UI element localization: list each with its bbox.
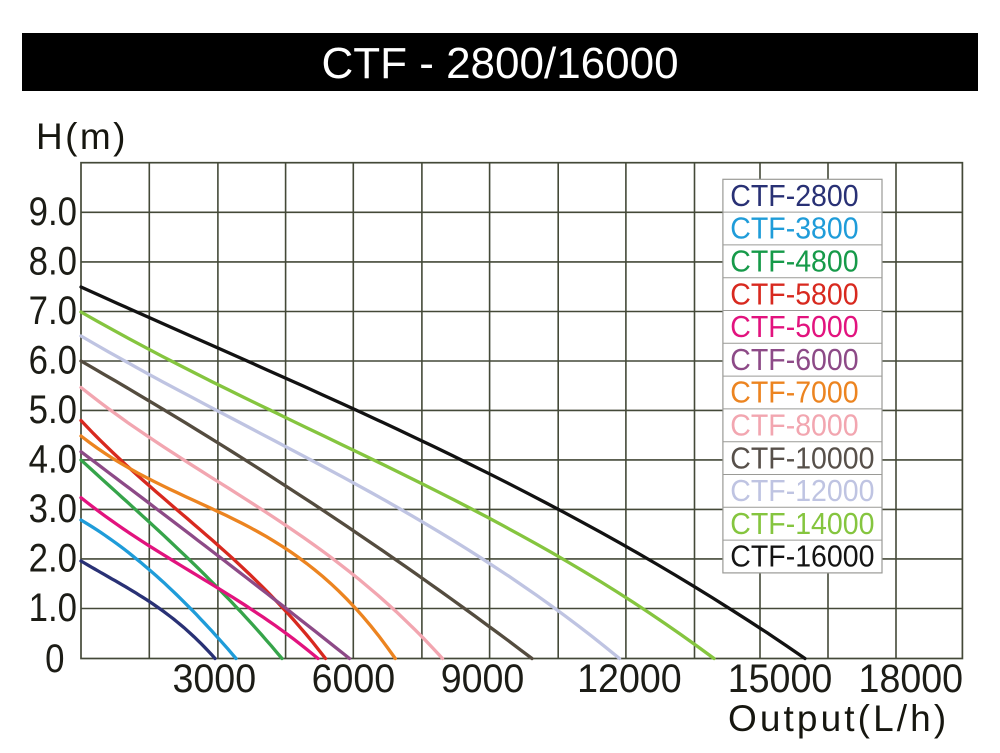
- svg-text:CTF-6000: CTF-6000: [730, 343, 858, 377]
- svg-text:3000: 3000: [172, 657, 256, 701]
- svg-text:1.0: 1.0: [29, 585, 77, 630]
- svg-text:18000: 18000: [859, 657, 964, 701]
- svg-text:CTF-4800: CTF-4800: [730, 244, 858, 278]
- svg-text:0: 0: [45, 636, 64, 681]
- svg-text:2.0: 2.0: [29, 535, 77, 580]
- svg-text:15000: 15000: [728, 657, 833, 701]
- svg-text:12000: 12000: [577, 657, 682, 701]
- svg-text:CTF-3800: CTF-3800: [730, 212, 858, 246]
- svg-text:6.0: 6.0: [29, 337, 77, 382]
- svg-text:CTF-8000: CTF-8000: [730, 408, 858, 442]
- svg-text:CTF - 2800/16000: CTF - 2800/16000: [321, 39, 678, 88]
- svg-text:9000: 9000: [441, 657, 525, 701]
- svg-text:CTF-12000: CTF-12000: [730, 474, 874, 508]
- svg-text:CTF-16000: CTF-16000: [730, 540, 874, 574]
- svg-text:CTF-5800: CTF-5800: [730, 277, 858, 311]
- svg-text:6000: 6000: [312, 657, 396, 701]
- svg-text:CTF-10000: CTF-10000: [730, 441, 874, 475]
- svg-text:5.0: 5.0: [29, 387, 77, 432]
- svg-text:7.0: 7.0: [29, 288, 77, 333]
- svg-text:CTF-7000: CTF-7000: [730, 376, 858, 410]
- svg-text:CTF-2800: CTF-2800: [730, 179, 858, 213]
- svg-text:3.0: 3.0: [29, 486, 77, 531]
- svg-text:H(m): H(m): [36, 116, 128, 157]
- svg-text:9.0: 9.0: [29, 189, 77, 234]
- svg-text:Output(L/h): Output(L/h): [728, 698, 949, 739]
- svg-text:CTF-14000: CTF-14000: [730, 507, 874, 541]
- svg-text:4.0: 4.0: [29, 436, 77, 481]
- svg-text:CTF-5000: CTF-5000: [730, 310, 858, 344]
- svg-text:8.0: 8.0: [29, 238, 77, 283]
